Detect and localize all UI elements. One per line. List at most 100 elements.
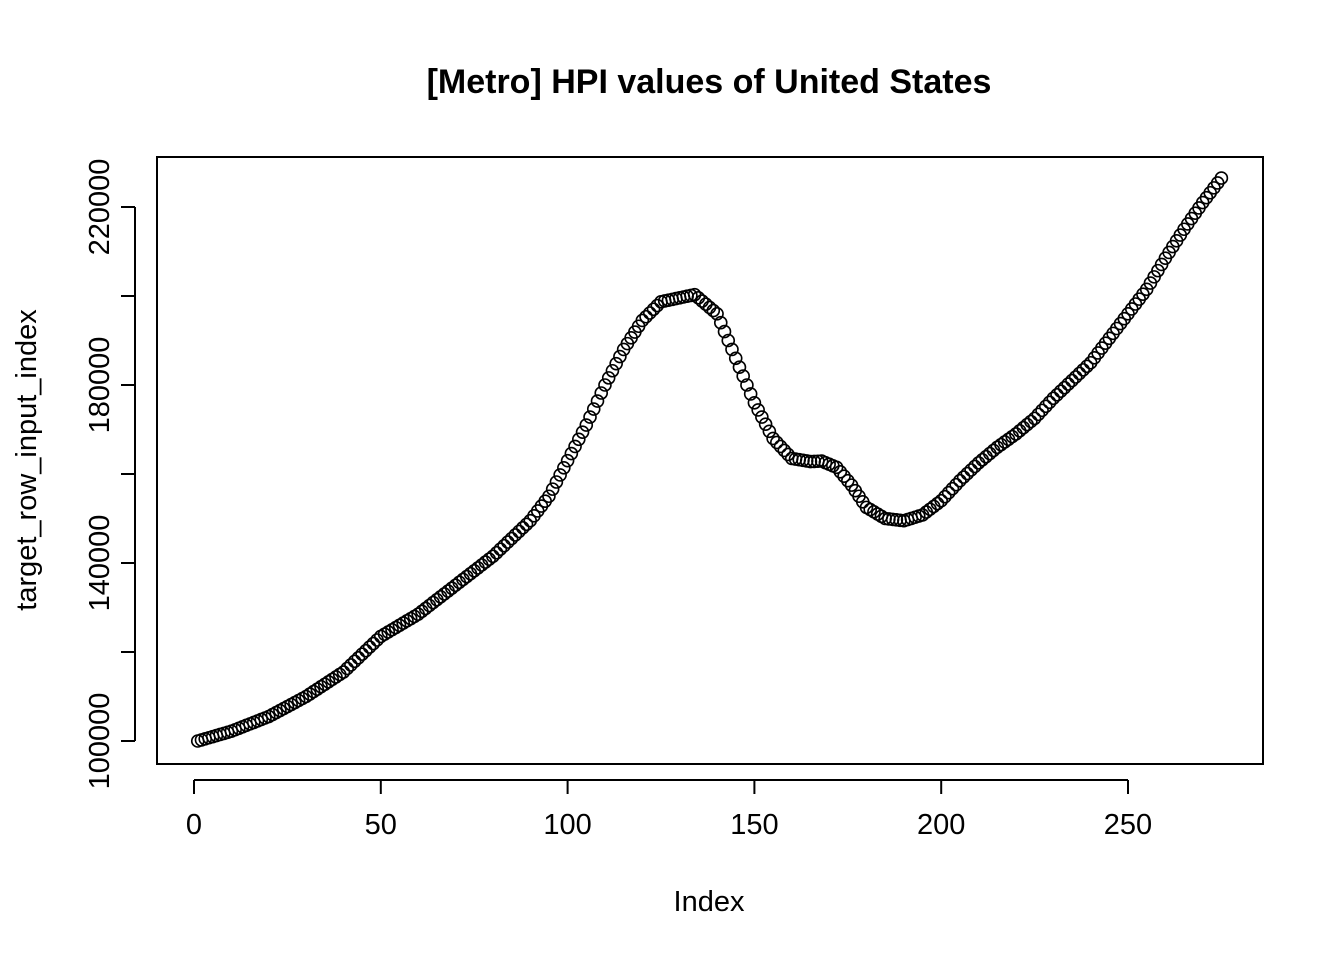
data-point xyxy=(560,453,575,468)
data-point xyxy=(953,473,967,488)
data-point xyxy=(1080,359,1094,374)
data-point xyxy=(508,528,523,542)
data-point xyxy=(949,477,963,492)
data-point xyxy=(837,469,851,484)
data-point xyxy=(336,665,351,679)
data-point xyxy=(572,432,586,447)
data-point xyxy=(979,449,993,464)
plot-frame xyxy=(156,156,1264,765)
data-point xyxy=(982,446,997,461)
x-tick-label: 50 xyxy=(365,809,397,841)
data-point xyxy=(1061,377,1076,391)
data-point xyxy=(706,303,721,318)
data-point xyxy=(840,473,855,488)
x-axis-label: Index xyxy=(674,886,745,918)
data-point xyxy=(609,356,623,371)
data-point xyxy=(317,677,332,692)
data-point xyxy=(1039,399,1053,414)
data-point xyxy=(781,447,795,462)
data-point xyxy=(1050,387,1064,402)
data-point xyxy=(351,650,366,665)
data-point xyxy=(699,297,713,312)
data-point xyxy=(960,466,975,481)
data-point xyxy=(486,549,500,564)
data-point xyxy=(725,342,739,357)
data-point xyxy=(1035,403,1049,418)
data-point xyxy=(1042,395,1057,410)
x-tick-label: 100 xyxy=(543,809,591,841)
data-point xyxy=(1072,366,1087,381)
data-point xyxy=(1057,380,1072,395)
data-point xyxy=(829,460,844,475)
y-tick-label: 180000 xyxy=(84,337,116,434)
data-point xyxy=(501,535,515,549)
data-point xyxy=(646,302,661,317)
data-point xyxy=(941,485,956,500)
data-point xyxy=(549,475,564,489)
data-point xyxy=(542,489,556,504)
x-tick-label: 150 xyxy=(730,809,778,841)
data-point xyxy=(545,482,560,496)
data-point xyxy=(777,443,792,458)
data-point xyxy=(493,542,508,557)
x-tick-label: 200 xyxy=(917,809,965,841)
data-point xyxy=(1053,384,1068,399)
data-point xyxy=(695,294,709,308)
data-point xyxy=(1214,171,1229,185)
data-point xyxy=(310,682,325,696)
data-point xyxy=(975,452,990,467)
data-point xyxy=(964,463,978,477)
data-point xyxy=(564,446,579,461)
data-point xyxy=(504,531,519,546)
data-point xyxy=(762,424,777,439)
data-point xyxy=(1046,391,1061,406)
y-tick-label: 140000 xyxy=(84,515,116,612)
data-point xyxy=(594,386,609,400)
data-point xyxy=(583,410,597,424)
data-point xyxy=(740,378,754,392)
y-tick-label: 100000 xyxy=(84,693,116,790)
data-point xyxy=(713,315,728,330)
data-point xyxy=(635,313,650,328)
data-point xyxy=(736,369,750,383)
data-point xyxy=(590,394,605,408)
data-point xyxy=(579,418,594,432)
data-point xyxy=(366,636,381,651)
data-point xyxy=(329,670,343,684)
data-point xyxy=(642,306,657,320)
data-point xyxy=(359,643,373,658)
data-point xyxy=(553,468,567,482)
data-point xyxy=(497,538,511,553)
data-point xyxy=(751,403,765,417)
data-point xyxy=(758,417,773,431)
data-point xyxy=(770,435,784,450)
data-point xyxy=(568,439,582,454)
data-point xyxy=(717,324,732,339)
data-point xyxy=(306,684,321,699)
data-point xyxy=(945,481,960,496)
data-point xyxy=(355,647,369,662)
data-point xyxy=(930,496,945,511)
data-point xyxy=(755,410,769,424)
y-axis: 100000 140000 180000 220000 xyxy=(84,159,136,790)
data-point xyxy=(321,675,336,689)
data-point xyxy=(347,654,362,669)
y-tick-label: 220000 xyxy=(84,159,116,256)
data-point xyxy=(721,333,736,348)
data-point xyxy=(732,360,747,375)
data-point xyxy=(325,672,340,687)
data-point xyxy=(1076,363,1090,377)
data-point xyxy=(773,439,788,454)
x-tick-label: 0 xyxy=(186,809,202,841)
data-point xyxy=(314,679,328,694)
data-point xyxy=(489,545,504,560)
data-point xyxy=(1027,411,1042,426)
data-point xyxy=(512,524,526,539)
data-point xyxy=(938,489,952,504)
data-point xyxy=(601,371,616,385)
x-tick-label: 250 xyxy=(1104,809,1152,841)
data-point xyxy=(956,470,971,484)
data-point xyxy=(702,300,717,315)
data-point xyxy=(598,378,612,392)
